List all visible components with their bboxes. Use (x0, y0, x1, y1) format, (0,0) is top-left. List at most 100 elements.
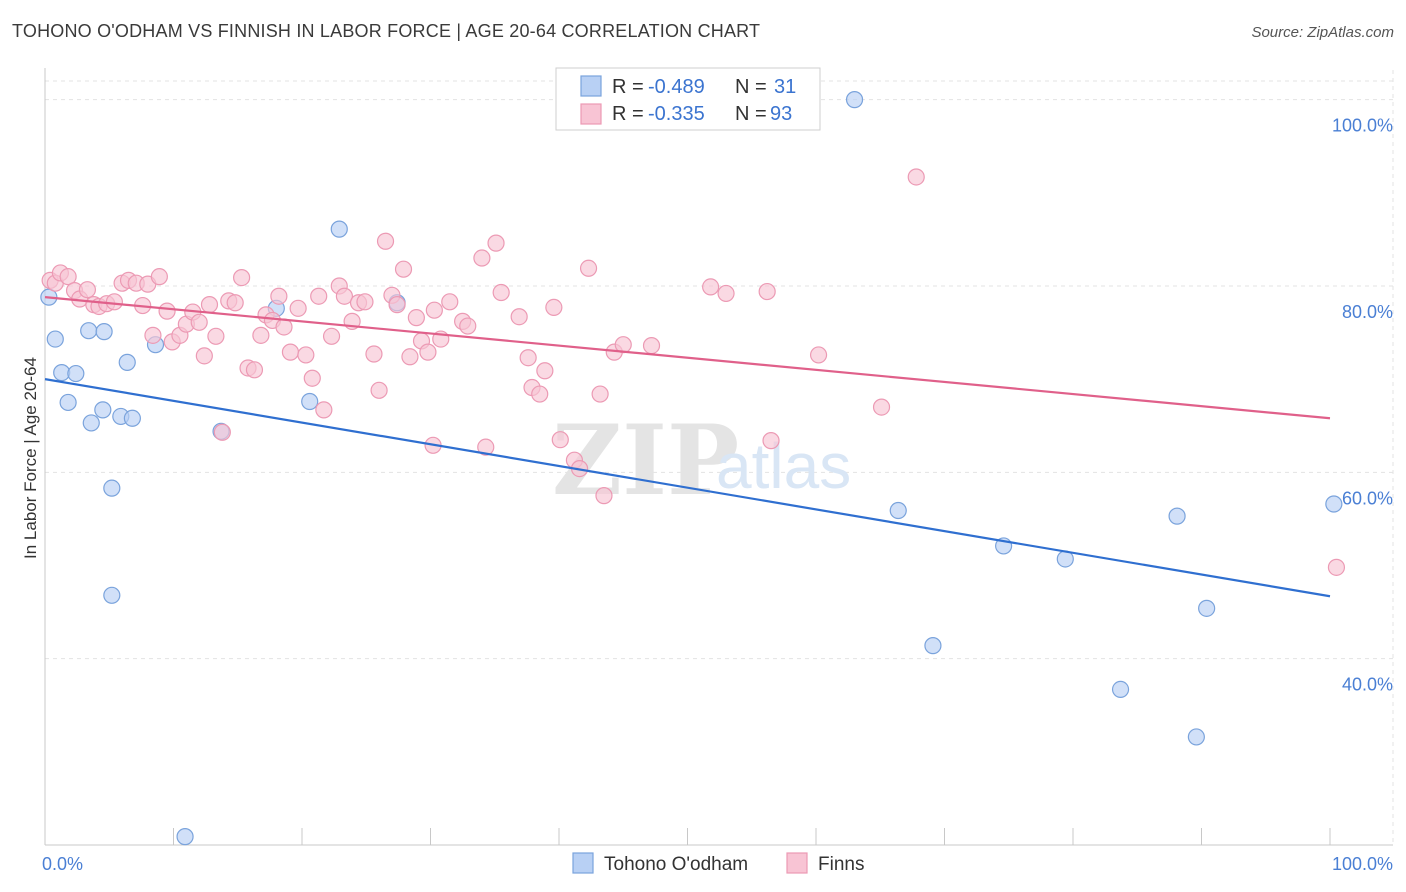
tohono-point (1111, 680, 1130, 699)
finns-point (297, 346, 315, 364)
legend-swatch-tohono (580, 75, 602, 97)
tohono-point (80, 322, 98, 340)
finns-point (303, 369, 321, 387)
finns-point (510, 308, 528, 326)
bottom-legend-label-tohono: Tohono O'odham (604, 854, 748, 875)
correlation-legend: R = -0.489 N = 31 R = -0.335 N = 93 (555, 67, 821, 131)
finns-point (419, 343, 437, 361)
series-legend: Tohono O'odham Finns (572, 852, 864, 875)
x-tick-label-min: 0.0% (42, 854, 83, 874)
tohono-point (301, 392, 319, 411)
finns-point (758, 282, 776, 301)
finns-point (195, 347, 213, 365)
y-tick-label: 100.0% (1332, 116, 1393, 136)
legend-r-value-finns: -0.335 (648, 103, 705, 125)
finns-points (41, 168, 1346, 576)
finns-point (1327, 558, 1346, 576)
finns-point (213, 423, 231, 441)
finns-point (315, 401, 333, 419)
watermark-zip: ZIP (552, 404, 739, 517)
tohono-point (94, 401, 112, 419)
finns-point (492, 283, 510, 302)
finns-point (702, 278, 720, 296)
legend-n-label-tohono: N = (735, 76, 767, 98)
finns-point (252, 326, 270, 344)
finns-point (762, 432, 780, 450)
finns-point (441, 293, 459, 311)
bottom-legend-swatch-tohono (572, 852, 594, 874)
finns-point (401, 348, 419, 366)
finns-point (356, 293, 374, 311)
y-tick-label: 80.0% (1342, 302, 1393, 322)
finns-point (519, 349, 537, 367)
tohono-trend-line (44, 378, 1331, 598)
legend-r-value-tohono: -0.489 (648, 76, 705, 98)
finns-point (207, 327, 225, 345)
y-tick-label: 40.0% (1342, 675, 1393, 695)
legend-n-value-tohono: 31 (774, 76, 796, 98)
finns-point (407, 309, 425, 327)
finns-point (322, 327, 341, 345)
finns-point (473, 249, 491, 267)
finns-trend-line (44, 296, 1331, 420)
finns-point (531, 385, 549, 403)
tohono-point (123, 409, 141, 427)
finns-point (150, 268, 168, 286)
trend-layer (44, 296, 1331, 598)
finns-point (459, 317, 477, 335)
legend-r-label-finns: R = (612, 103, 644, 125)
tohono-point (845, 91, 864, 109)
finns-point (487, 234, 505, 252)
legend-r-label-tohono: R = (612, 76, 644, 98)
tohono-point (1168, 507, 1186, 525)
finns-point (809, 346, 828, 364)
y-axis-label: In Labor Force | Age 20-64 (21, 357, 40, 559)
legend-n-label-finns: N = (735, 103, 767, 125)
finns-point (642, 337, 661, 355)
tohono-point (1198, 599, 1216, 617)
finns-point (717, 284, 735, 303)
tohono-point (82, 414, 100, 432)
tohono-point (889, 501, 907, 520)
finns-point (105, 293, 123, 311)
chart-title: TOHONO O'ODHAM VS FINNISH IN LABOR FORCE… (12, 21, 761, 41)
grid-layer (45, 70, 1394, 845)
finns-point (388, 296, 406, 314)
legend-n-value-finns: 93 (770, 103, 792, 125)
tohono-point (46, 330, 64, 348)
finns-point (190, 313, 208, 331)
y-tick-label: 60.0% (1342, 488, 1393, 508)
bottom-legend-label-finns: Finns (818, 854, 864, 875)
finns-point (365, 345, 383, 363)
tohono-point (1187, 728, 1205, 746)
tohono-point (95, 323, 113, 341)
finns-point (78, 281, 97, 299)
tohono-points (40, 91, 1343, 846)
finns-point (275, 318, 293, 336)
finns-point (233, 268, 251, 287)
finns-point (370, 381, 388, 399)
tohono-point (330, 220, 348, 238)
tohono-point (103, 479, 121, 497)
finns-point (872, 398, 891, 416)
tohono-point (924, 637, 942, 655)
finns-point (270, 287, 288, 305)
finns-point (281, 343, 300, 361)
finns-point (595, 487, 613, 505)
finns-point (310, 287, 328, 305)
finns-point (394, 260, 413, 278)
x-tick-label-max: 100.0% (1332, 854, 1393, 874)
finns-point (591, 385, 609, 403)
finns-point (200, 296, 219, 314)
finns-point (226, 294, 244, 312)
finns-point (579, 259, 598, 277)
finns-point (536, 362, 554, 380)
tohono-point (118, 353, 136, 371)
finns-point (425, 301, 443, 319)
finns-point (59, 268, 77, 286)
finns-point (144, 326, 162, 344)
finns-point (907, 168, 925, 186)
finns-point (289, 299, 307, 317)
finns-point (158, 302, 176, 320)
